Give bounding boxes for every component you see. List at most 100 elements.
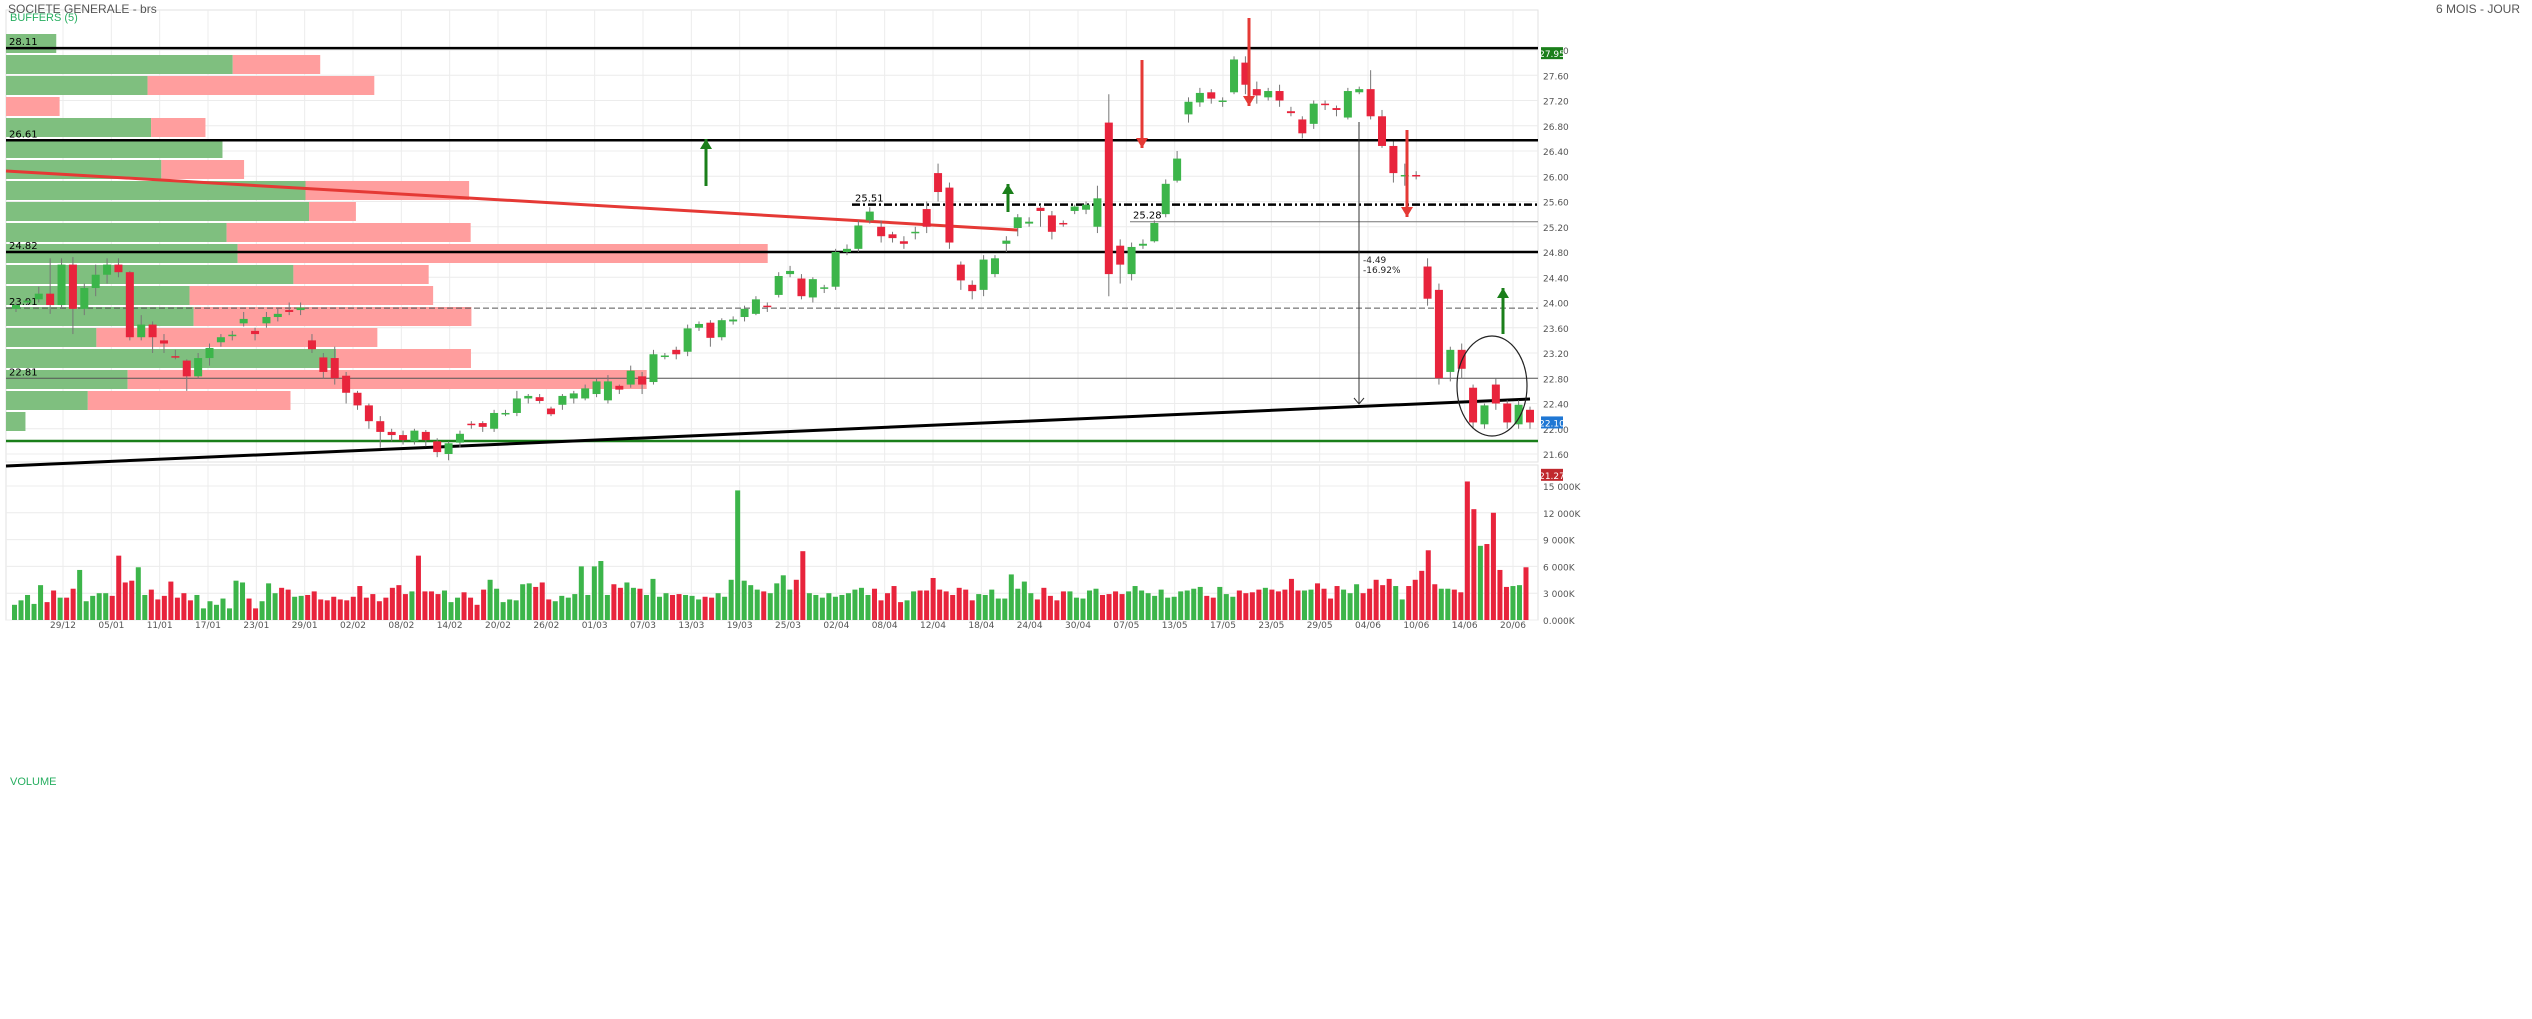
candle-body [1480,405,1489,425]
y-tick-label: 23.60 [1543,325,1569,335]
candle-body [1400,174,1409,177]
candle-body [1059,222,1068,225]
volume-bar [200,608,206,620]
volume-bar [1464,481,1470,620]
candle-body [1252,89,1261,96]
y-tick-label: 26.00 [1543,173,1569,183]
candle-body [251,330,260,335]
volume-bar [670,594,676,620]
candle-body [1412,174,1421,177]
volume-bar [363,597,369,620]
volume-y-tick-label: 9 000K [1543,537,1576,547]
candle-body [205,347,214,359]
volume-bar [728,579,734,620]
x-tick-label: 02/02 [340,621,366,631]
volume-y-tick-label: 15 000K [1543,483,1581,493]
volume-bar [168,581,174,620]
candle-body [535,397,544,401]
volume-bar [1386,578,1392,620]
volume-bar [507,599,513,620]
candle-body [911,231,920,234]
volume-bar [1217,586,1223,620]
x-tick-label: 07/05 [1113,621,1139,631]
volume-bar [865,594,871,620]
candle-body [740,308,749,318]
volume-bar [878,600,884,620]
volume-bar [422,591,428,620]
volume-bar [976,594,982,620]
candle-body [1298,119,1307,134]
candle-body [376,421,385,432]
volume-bar [44,602,50,620]
x-tick-label: 23/05 [1258,621,1284,631]
candle-body [1309,103,1318,124]
volume-profile-sell-bar [189,286,434,305]
candle-body [68,264,77,309]
volume-bar [937,589,943,620]
candle-body [387,431,396,436]
price-candles [12,56,1534,461]
volume-bar [774,583,780,620]
volume-bar [611,584,617,620]
volume-bar [676,594,682,620]
volume-bar [402,594,408,620]
x-tick-label: 02/04 [823,621,849,631]
volume-bar [148,589,154,620]
candle-body [1286,111,1295,114]
candle-body [1047,215,1056,232]
candle-body [1264,91,1273,98]
candle-body [296,307,305,311]
volume-bar [761,591,767,620]
x-tick-label: 29/05 [1307,621,1333,631]
volume-bar [559,595,565,620]
volume-bar [155,599,161,620]
volume-bar [1054,600,1060,620]
volume-bar [832,596,838,620]
volume-bar [487,579,493,620]
volume-bar [565,597,571,620]
volume-bar [852,589,858,620]
level-label: 26.61 [9,129,38,140]
volume-bar [1230,596,1236,620]
y-tick-label: 21.60 [1543,451,1569,461]
candle-body [820,287,829,289]
volume-bar [25,594,31,620]
volume-bar [735,490,741,620]
candle-body [433,441,442,453]
volume-bar [1204,595,1210,620]
x-tick-label: 20/02 [485,621,511,631]
y-tick-label: 23.20 [1543,350,1569,360]
volume-bar [1393,586,1399,620]
volume-profile-sell-bar [193,307,472,326]
x-tick-label: 30/04 [1065,621,1091,631]
candle-body [455,433,464,443]
down-arrow-head [1136,138,1148,148]
candle-body [1127,246,1136,275]
down-arrow-head [1401,207,1413,217]
volume-bar [324,600,330,620]
volume-bar [1341,589,1347,620]
x-tick-label: 17/05 [1210,621,1236,631]
annotations: -4.49-16.92% [700,18,1528,437]
volume-bar [1243,593,1249,620]
volume-bar [12,604,18,620]
volume-bar [376,601,382,620]
volume-bar [31,603,37,620]
volume-bar [1145,593,1151,620]
volume-bar [520,584,526,620]
volume-bar [1126,591,1132,620]
volume-bar [494,588,500,620]
volume-bar [1191,588,1197,620]
volume-bar [1295,590,1301,620]
highlight-ellipse [1456,335,1528,437]
measure-arrowhead [1353,397,1365,405]
candle-body [80,287,89,309]
volume-bar [1523,567,1529,620]
volume-profile-buy-bar [6,349,336,368]
candle-body [797,278,806,297]
volume-bar [526,583,532,620]
candle-body [1207,92,1216,99]
candle-body [672,349,681,355]
volume-bar [911,591,917,620]
